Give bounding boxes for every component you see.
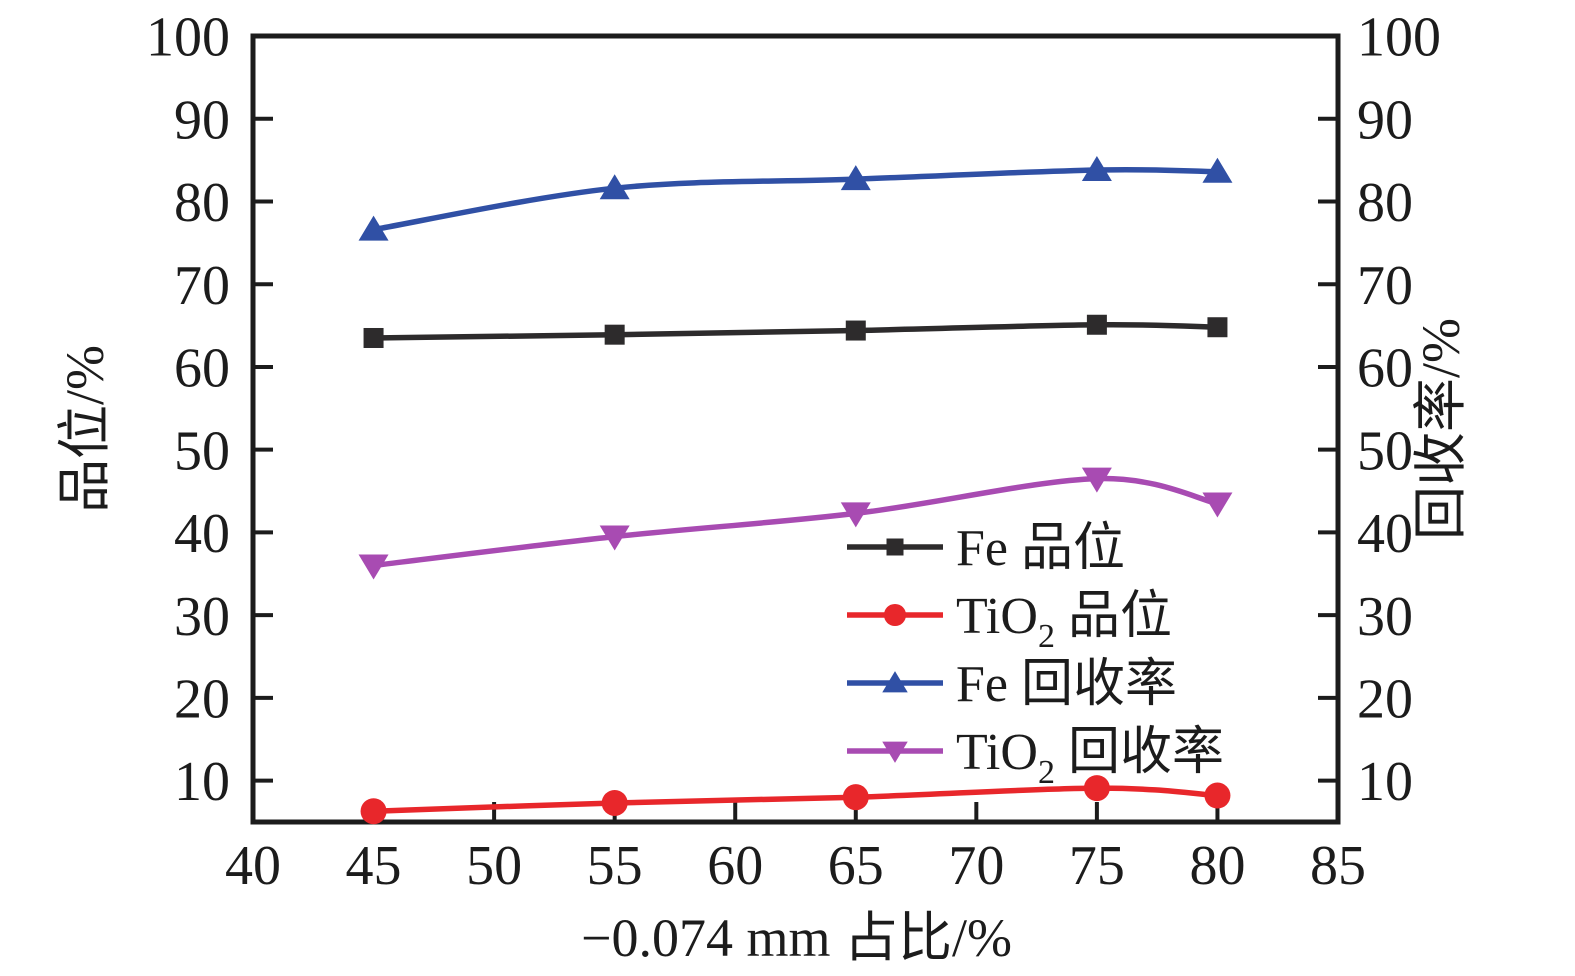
fe-recovery-line bbox=[373, 166, 1218, 233]
y-right-tick-label: 10 bbox=[1357, 751, 1413, 813]
y-right-tick-label: 50 bbox=[1357, 420, 1413, 482]
tio2-recovery-marker bbox=[840, 502, 871, 528]
y-right-tick-label: 70 bbox=[1357, 255, 1413, 317]
y-right-tick-label: 80 bbox=[1357, 172, 1413, 234]
x-tick-label: 50 bbox=[466, 835, 522, 897]
y-left-tick-label: 90 bbox=[174, 89, 230, 151]
x-tick-label: 40 bbox=[225, 835, 281, 897]
plot-area-border bbox=[250, 33, 1341, 825]
fe-recovery-marker bbox=[1202, 157, 1233, 183]
fe-grade-marker bbox=[1207, 317, 1228, 338]
tio2-recovery-marker bbox=[1202, 492, 1233, 518]
y-left-tick-label: 40 bbox=[174, 503, 230, 565]
y-right-tick-label: 60 bbox=[1357, 338, 1413, 400]
x-tick-label: 75 bbox=[1069, 835, 1125, 897]
legend-marker bbox=[883, 603, 907, 627]
legend-marker bbox=[882, 671, 908, 693]
y-right-tick-label: 30 bbox=[1357, 586, 1413, 648]
tio2-recovery-marker bbox=[1081, 467, 1112, 493]
left-y-axis-label: 品位/% bbox=[55, 345, 115, 513]
y-left-tick-label: 10 bbox=[174, 751, 230, 813]
legend-label: Fe 品位 bbox=[956, 520, 1125, 577]
x-tick-label: 80 bbox=[1189, 835, 1245, 897]
x-tick-label: 85 bbox=[1310, 835, 1366, 897]
x-axis-label: −0.074 mm 占比/% bbox=[581, 908, 1012, 968]
x-tick-label: 65 bbox=[828, 835, 884, 897]
tio2-grade-marker bbox=[842, 784, 869, 811]
fe-grade-marker bbox=[604, 324, 625, 345]
legend-label: Fe 回收率 bbox=[956, 656, 1177, 713]
fe-grade-marker bbox=[363, 327, 384, 348]
y-right-tick-label: 100 bbox=[1357, 7, 1441, 69]
fe-recovery-marker bbox=[840, 165, 871, 191]
fe-recovery-marker bbox=[358, 215, 389, 241]
y-left-tick-label: 100 bbox=[146, 7, 230, 69]
y-left-tick-label: 70 bbox=[174, 255, 230, 317]
tio2-recovery-marker bbox=[599, 525, 630, 551]
legend-item-tio2-recovery: TiO2 回收率 bbox=[847, 724, 1224, 791]
tio2-grade-marker bbox=[360, 798, 387, 825]
legend-marker bbox=[882, 741, 908, 763]
series-tio2-grade bbox=[360, 775, 1231, 825]
x-tick-label: 45 bbox=[346, 835, 402, 897]
tio2-grade-marker bbox=[601, 789, 628, 816]
legend-item-tio2-grade: TiO2 品位 bbox=[847, 588, 1172, 655]
tio2-grade-marker bbox=[1204, 782, 1231, 809]
legend-marker bbox=[886, 538, 904, 556]
fe-grade-line bbox=[373, 321, 1218, 341]
fe-recovery-marker bbox=[1081, 156, 1112, 182]
fe-recovery-marker bbox=[599, 174, 630, 200]
right-y-axis-label: 回收率/% bbox=[1411, 318, 1471, 540]
y-right-tick-label: 20 bbox=[1357, 668, 1413, 730]
tio2-grade-line bbox=[373, 785, 1218, 814]
legend-label: TiO2 品位 bbox=[956, 588, 1172, 655]
legend-item-fe-recovery: Fe 回收率 bbox=[847, 656, 1177, 713]
legend-label: TiO2 回收率 bbox=[956, 724, 1224, 791]
y-left-tick-label: 20 bbox=[174, 668, 230, 730]
legend-item-fe-grade: Fe 品位 bbox=[847, 520, 1125, 577]
y-left-tick-label: 30 bbox=[174, 586, 230, 648]
x-tick-label: 55 bbox=[587, 835, 643, 897]
series-tio2-recovery bbox=[358, 467, 1233, 580]
tio2-recovery-line bbox=[373, 475, 1219, 569]
tio2-grade-marker bbox=[1083, 775, 1110, 802]
fe-grade-marker bbox=[845, 320, 866, 341]
series-fe-recovery bbox=[358, 156, 1233, 241]
x-tick-label: 60 bbox=[707, 835, 763, 897]
fe-grade-marker bbox=[1086, 314, 1107, 335]
y-left-tick-label: 60 bbox=[174, 338, 230, 400]
series-fe-grade bbox=[363, 314, 1228, 348]
tio2-recovery-marker bbox=[358, 554, 389, 580]
y-right-tick-label: 90 bbox=[1357, 89, 1413, 151]
y-left-tick-label: 80 bbox=[174, 172, 230, 234]
x-tick-label: 70 bbox=[948, 835, 1004, 897]
y-right-tick-label: 40 bbox=[1357, 503, 1413, 565]
y-left-tick-label: 50 bbox=[174, 420, 230, 482]
